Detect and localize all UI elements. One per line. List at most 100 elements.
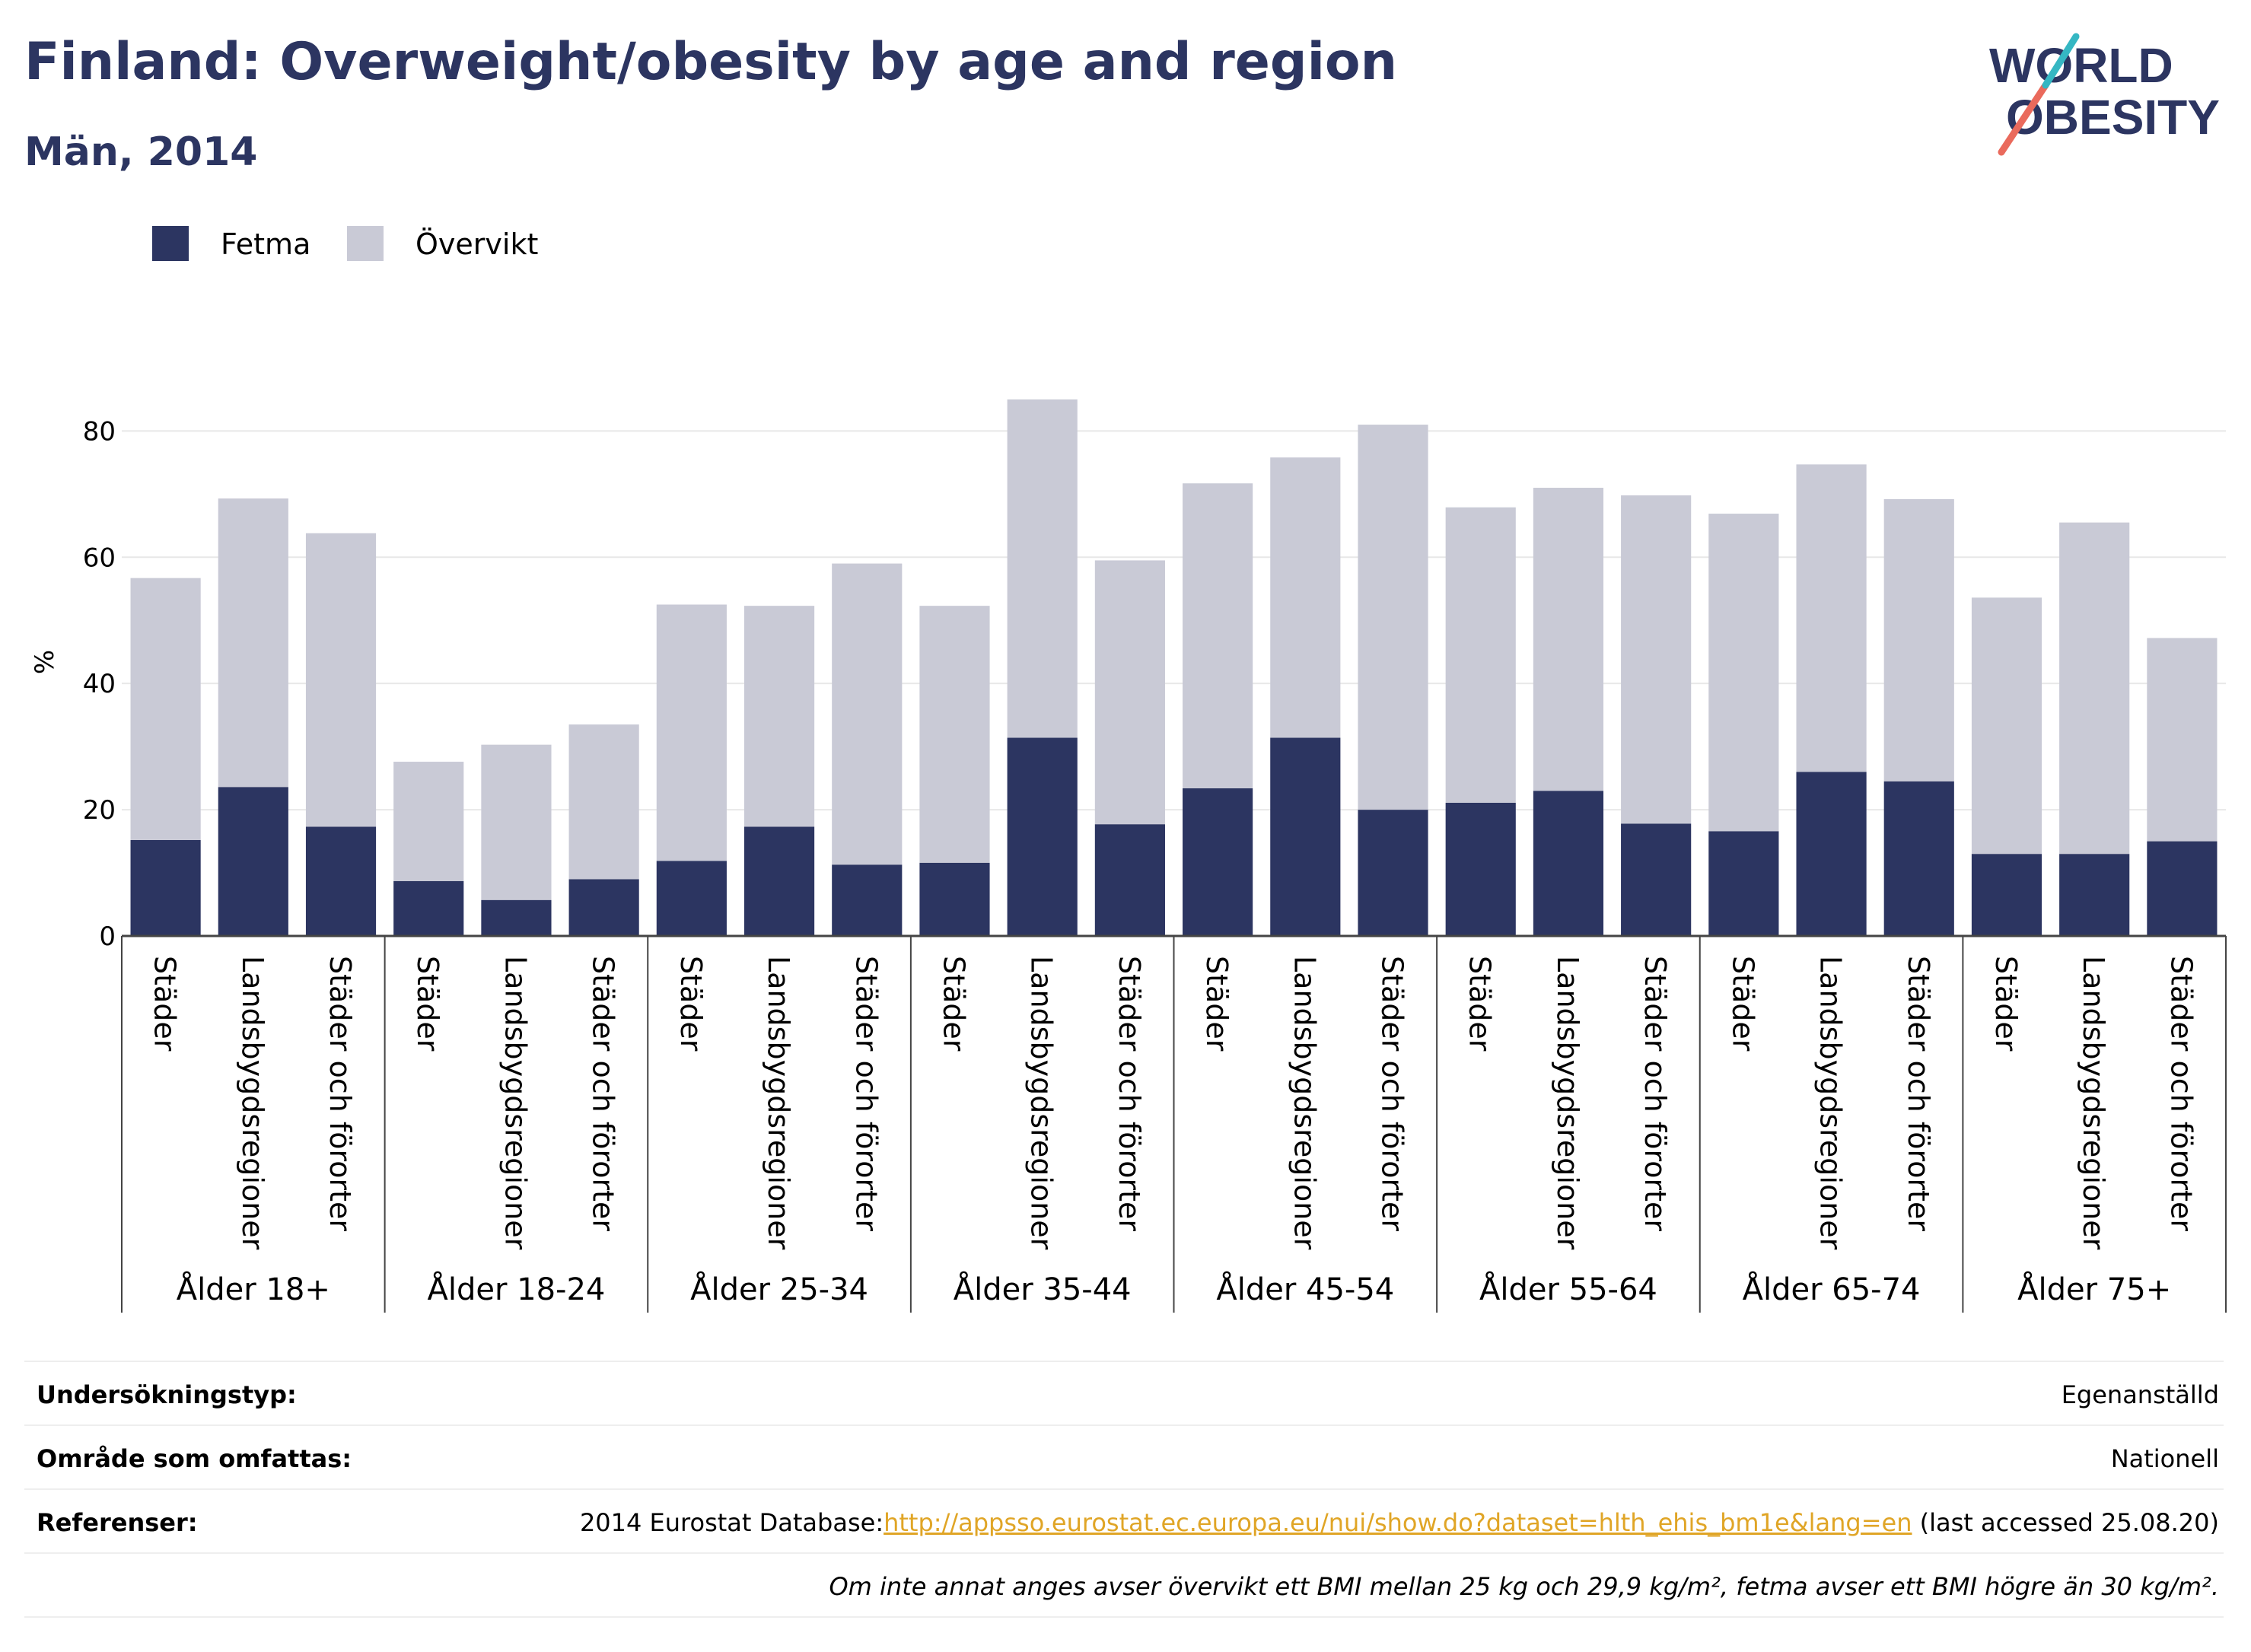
chart-title: Finland: Overweight/obesity by age and r… xyxy=(24,32,1398,92)
bar-overvikt xyxy=(656,604,727,861)
bar-overvikt xyxy=(2147,638,2218,842)
category-label: Städer xyxy=(1200,956,1234,1052)
category-label: Landsbygdsregioner xyxy=(236,956,269,1250)
survey-type-label: Undersökningstyp: xyxy=(37,1380,297,1409)
category-label: Landsbygdsregioner xyxy=(762,956,795,1250)
category-label: Städer och förorter xyxy=(323,956,357,1231)
group-label: Ålder 25-34 xyxy=(690,1271,868,1307)
group-label: Ålder 35-44 xyxy=(954,1271,1132,1307)
category-label: Städer xyxy=(148,956,182,1052)
category-label: Landsbygdsregioner xyxy=(1814,956,1848,1250)
bar-fetma xyxy=(1445,802,1516,936)
bar-fetma xyxy=(1971,854,2042,936)
bar-overvikt xyxy=(1358,425,1428,810)
bar-overvikt xyxy=(568,724,639,880)
bar-fetma xyxy=(1007,737,1078,936)
bar-fetma xyxy=(919,862,990,936)
bar-fetma xyxy=(1796,772,1867,936)
logo-graphic: WORLD OBESITY xyxy=(1989,33,2220,156)
group-label: Ålder 18+ xyxy=(177,1271,330,1307)
category-label: Städer och förorter xyxy=(1902,956,1935,1231)
bar-fetma xyxy=(1094,824,1165,936)
bar-overvikt xyxy=(1883,498,1954,781)
bar-overvikt xyxy=(1796,464,1867,772)
bar-overvikt xyxy=(1533,488,1604,791)
category-label: Städer och förorter xyxy=(587,956,620,1231)
world-obesity-logo: WORLD OBESITY xyxy=(1986,30,2237,160)
references-value: 2014 Eurostat Database:http://appsso.eur… xyxy=(580,1508,2219,1537)
category-label: Städer och förorter xyxy=(849,956,883,1231)
y-tick-label: 60 xyxy=(83,543,116,573)
info-row-note: Om inte annat anges avser övervikt ett B… xyxy=(24,1552,2224,1618)
logo-slash-coral xyxy=(1998,81,2049,156)
bar-fetma xyxy=(2059,854,2130,936)
references-link[interactable]: http://appsso.eurostat.ec.europa.eu/nui/… xyxy=(884,1508,1912,1537)
bar-overvikt xyxy=(743,606,815,827)
bar-overvikt xyxy=(1094,560,1165,825)
bar-overvikt xyxy=(1445,507,1516,803)
bar-fetma xyxy=(656,861,727,936)
category-label: Landsbygdsregioner xyxy=(2077,956,2110,1250)
bar-overvikt xyxy=(393,762,464,881)
bar-overvikt xyxy=(832,563,903,865)
category-label: Städer xyxy=(411,956,444,1052)
bar-fetma xyxy=(305,826,377,936)
bar-fetma xyxy=(1708,831,1779,936)
group-label: Ålder 75+ xyxy=(2017,1271,2171,1307)
category-label: Städer xyxy=(937,956,970,1052)
y-tick-label: 80 xyxy=(83,416,116,447)
bar-overvikt xyxy=(481,744,552,900)
info-row-area: Område som omfattas: Nationell xyxy=(24,1424,2224,1488)
info-row-survey: Undersökningstyp: Egenanställd xyxy=(24,1361,2224,1424)
bar-fetma xyxy=(1621,823,1692,936)
bar-overvikt xyxy=(2059,522,2130,855)
bar-fetma xyxy=(2147,841,2218,936)
group-label: Ålder 18-24 xyxy=(428,1271,606,1307)
legend-label-overvikt: Övervikt xyxy=(415,228,539,261)
category-label: Landsbygdsregioner xyxy=(1025,956,1059,1250)
bar-overvikt xyxy=(1183,483,1253,788)
bmi-note: Om inte annat anges avser övervikt ett B… xyxy=(829,1572,2219,1601)
bar-overvikt xyxy=(1270,457,1341,738)
bar-overvikt xyxy=(218,498,288,788)
bar-fetma xyxy=(393,880,464,936)
bar-fetma xyxy=(1358,810,1428,936)
y-tick-label: 0 xyxy=(99,921,116,952)
y-tick-label: 40 xyxy=(83,669,116,699)
bar-overvikt xyxy=(305,533,377,827)
bar-fetma xyxy=(130,839,201,936)
bar-overvikt xyxy=(130,578,201,840)
category-label: Städer och förorter xyxy=(1638,956,1672,1231)
category-label: Landsbygdsregioner xyxy=(1551,956,1584,1250)
bar-fetma xyxy=(481,899,552,936)
references-suffix: (last accessed 25.08.20) xyxy=(1912,1508,2219,1537)
category-label: Städer xyxy=(1989,956,2023,1052)
y-axis-label: % xyxy=(30,650,60,674)
legend-swatch-overvikt xyxy=(347,226,384,261)
chart-subtitle: Män, 2014 xyxy=(24,129,258,175)
group-label: Ålder 45-54 xyxy=(1216,1271,1394,1307)
references-prefix: 2014 Eurostat Database: xyxy=(579,1508,884,1537)
legend-swatch-fetma xyxy=(152,226,189,261)
logo-word-1: WORLD xyxy=(1989,38,2173,93)
area-value: Nationell xyxy=(2110,1444,2219,1473)
bar-fetma xyxy=(1883,781,1954,936)
info-row-references: Referenser: 2014 Eurostat Database:http:… xyxy=(24,1488,2224,1552)
category-label: Städer och förorter xyxy=(2164,956,2198,1231)
group-label: Ålder 55-64 xyxy=(1479,1271,1657,1307)
bar-fetma xyxy=(1183,788,1253,936)
y-tick-label: 20 xyxy=(83,795,116,826)
bar-fetma xyxy=(1533,791,1604,936)
area-label: Område som omfattas: xyxy=(37,1444,352,1473)
bar-fetma xyxy=(218,787,288,936)
bar-overvikt xyxy=(1007,399,1078,738)
category-label: Landsbygdsregioner xyxy=(498,956,532,1250)
stacked-bar-chart: 0 20 40 60 80% Städer Landsbygdsregioner Städer… xyxy=(30,399,2227,1313)
logo-slash-teal xyxy=(2042,33,2080,89)
bar-overvikt xyxy=(919,606,990,863)
references-label: Referenser: xyxy=(37,1508,198,1537)
category-label: Städer och förorter xyxy=(1113,956,1146,1231)
bar-fetma xyxy=(743,826,815,936)
legend-label-fetma: Fetma xyxy=(221,228,311,261)
bar-fetma xyxy=(832,864,903,936)
